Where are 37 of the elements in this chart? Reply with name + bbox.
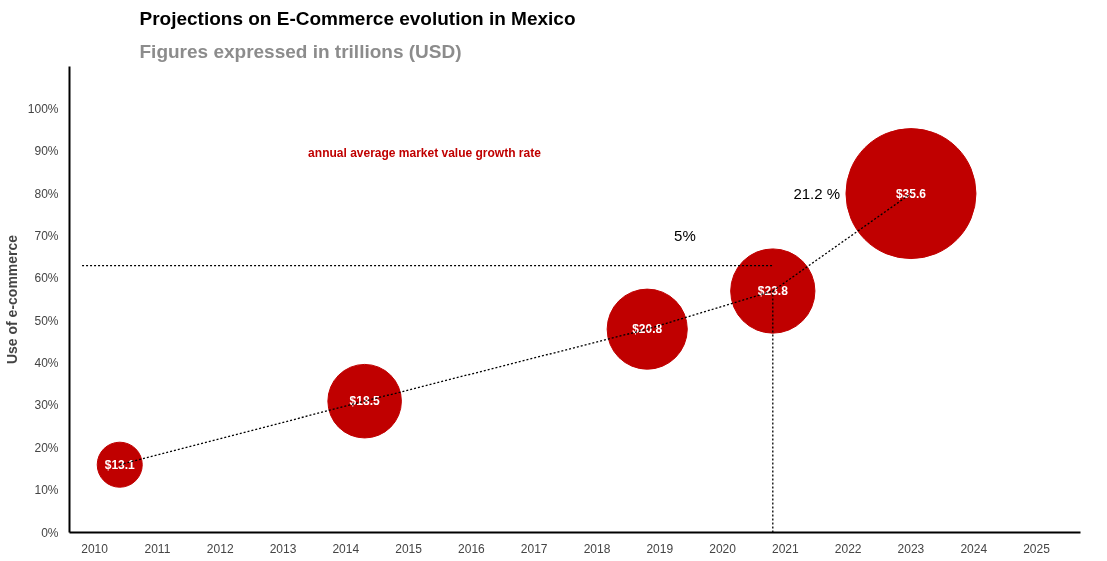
y-tick-label: 50% — [34, 313, 59, 328]
y-tick-label: 100% — [27, 101, 59, 116]
annotation: 21.2 % — [793, 185, 841, 203]
x-tick-label: 2010 — [81, 541, 109, 556]
annotation: $20.8 — [632, 322, 663, 337]
x-tick-label: 2020 — [709, 541, 737, 556]
x-tick-label: 2011 — [144, 541, 171, 556]
annotation: $13.1 — [104, 457, 136, 472]
y-tick-label: 40% — [34, 356, 59, 371]
annotation: 5% — [674, 227, 696, 245]
y-tick-label: 70% — [34, 228, 59, 243]
y-tick-label: 10% — [34, 483, 59, 498]
annotation: annual average market value growth rate — [308, 145, 542, 160]
y-tick-label: 90% — [34, 144, 59, 159]
chart-subtitle: Figures expressed in trillions (USD) — [139, 40, 462, 62]
x-tick-label: 2019 — [646, 541, 674, 556]
y-tick-label: 0% — [41, 525, 59, 540]
y-tick-label: 20% — [34, 440, 59, 455]
y-axis-title: Use of e-commerce — [3, 234, 20, 365]
y-tick-label: 60% — [34, 271, 59, 286]
y-tick-label: 80% — [34, 186, 59, 201]
x-tick-label: 2018 — [583, 541, 611, 556]
x-tick-label: 2017 — [520, 541, 548, 556]
x-tick-label: 2022 — [834, 541, 862, 556]
x-tick-label: 2016 — [458, 541, 486, 556]
x-tick-label: 2014 — [332, 541, 360, 556]
y-tick-label: 30% — [34, 398, 59, 413]
chart-title: Projections on E-Commerce evolution in Mexico — [139, 7, 576, 29]
x-tick-label: 2012 — [206, 541, 234, 556]
x-tick-label: 2015 — [395, 541, 423, 556]
x-tick-label: 2024 — [960, 541, 988, 556]
annotation: $23.8 — [757, 284, 789, 299]
x-tick-label: 2025 — [1023, 541, 1051, 556]
x-tick-label: 2023 — [897, 541, 925, 556]
x-tick-label: 2013 — [269, 541, 297, 556]
annotation: $35.6 — [895, 186, 927, 201]
x-tick-label: 2021 — [772, 541, 800, 556]
